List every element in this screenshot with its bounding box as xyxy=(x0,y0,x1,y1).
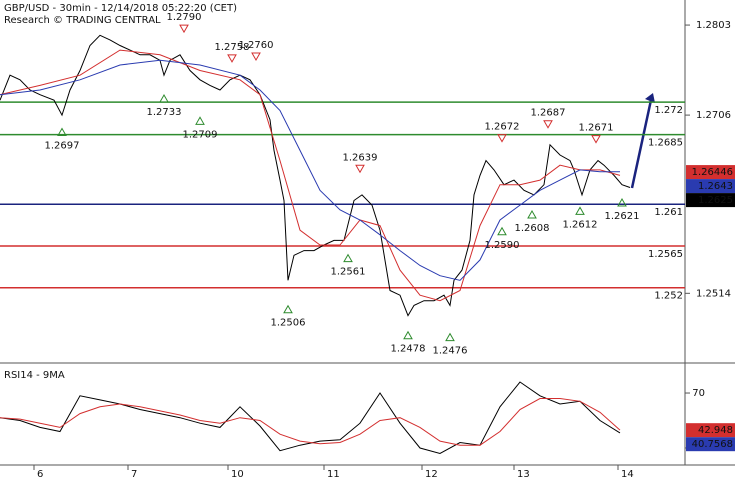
low-label: 1.2709 xyxy=(183,129,218,140)
price-badge xyxy=(686,179,735,194)
series-line xyxy=(0,59,620,281)
low-label: 1.2478 xyxy=(391,344,426,355)
low-marker xyxy=(57,127,67,136)
price-badge-label: 40.7568 xyxy=(692,439,733,450)
y-tick-label: 70 xyxy=(692,388,705,399)
high-marker xyxy=(251,52,261,61)
low-marker xyxy=(497,226,507,236)
y-tick-label: 1.2514 xyxy=(696,288,731,299)
level-label: 1.2685 xyxy=(648,138,683,149)
low-marker xyxy=(527,210,537,219)
price-badge-label: 42.948 xyxy=(698,425,733,436)
high-marker xyxy=(179,24,189,34)
high-label: 1.2760 xyxy=(239,40,274,51)
low-label: 1.2733 xyxy=(147,107,182,118)
high-label: 1.2671 xyxy=(579,123,614,134)
low-marker xyxy=(343,253,353,263)
series-line xyxy=(0,34,631,317)
low-label: 1.2608 xyxy=(515,223,550,234)
low-marker xyxy=(403,330,413,340)
level-label: 1.252 xyxy=(654,291,683,302)
chart-subtitle: Research © TRADING CENTRAL xyxy=(4,15,161,26)
low-label: 1.2621 xyxy=(605,211,640,222)
low-marker xyxy=(575,206,585,215)
price-badge-label: 1.26446 xyxy=(692,167,733,178)
low-label: 1.2612 xyxy=(563,219,598,230)
forecast-arrow xyxy=(630,99,653,189)
level-label: 1.261 xyxy=(654,207,683,218)
low-label: 1.2476 xyxy=(433,346,468,357)
low-marker xyxy=(617,197,627,207)
high-marker xyxy=(355,164,365,174)
level-label: 1.272 xyxy=(654,105,683,116)
x-tick-label: 7 xyxy=(131,469,137,480)
high-label: 1.2790 xyxy=(167,12,202,23)
high-marker xyxy=(227,54,237,63)
price-badge xyxy=(686,437,735,452)
x-tick-label: 13 xyxy=(517,469,530,480)
high-label: 1.2758 xyxy=(215,42,250,53)
high-label: 1.2687 xyxy=(531,108,566,119)
rsi-title: RSI14 - 9MA xyxy=(4,370,65,381)
high-marker xyxy=(497,134,507,143)
high-marker xyxy=(543,120,553,129)
chart-title: GBP/USD - 30min - 12/14/2018 05:22:20 (C… xyxy=(4,3,237,14)
low-label: 1.2697 xyxy=(45,140,80,151)
price-badge-label: 1.2643 xyxy=(698,181,733,192)
x-tick-label: 10 xyxy=(231,469,244,480)
y-tick-label: 1.2803 xyxy=(696,20,731,31)
series-line xyxy=(0,49,621,302)
x-tick-label: 12 xyxy=(425,469,438,480)
low-label: 1.2506 xyxy=(271,318,306,329)
x-tick-label: 6 xyxy=(37,469,43,480)
level-label: 1.2565 xyxy=(648,249,683,260)
low-marker xyxy=(159,94,169,103)
high-label: 1.2639 xyxy=(343,152,378,163)
series-line xyxy=(0,398,621,446)
y-tick-label: 1.2706 xyxy=(696,110,731,121)
price-badge xyxy=(686,423,735,438)
series-line xyxy=(0,381,621,455)
high-label: 1.2672 xyxy=(485,122,520,133)
low-marker xyxy=(283,304,293,314)
low-marker xyxy=(445,332,455,342)
x-tick-label: 11 xyxy=(327,469,340,480)
low-marker xyxy=(195,116,205,125)
forecast-arrow-head xyxy=(645,93,655,103)
low-label: 1.2561 xyxy=(331,267,366,278)
high-marker xyxy=(591,135,601,144)
x-tick-label: 14 xyxy=(621,469,634,480)
price-badge-label: 1.2625 xyxy=(698,195,733,206)
price-badge xyxy=(686,165,735,180)
low-label: 1.2590 xyxy=(485,240,520,251)
price-badge xyxy=(686,193,735,208)
